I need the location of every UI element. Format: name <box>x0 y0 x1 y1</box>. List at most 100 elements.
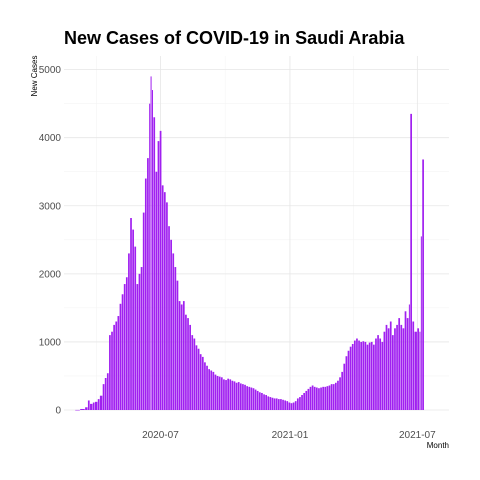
bar <box>263 394 265 410</box>
bar <box>273 398 276 410</box>
bar <box>252 388 255 410</box>
bar <box>121 294 124 410</box>
bar <box>254 389 257 410</box>
bar <box>189 324 191 410</box>
bar <box>318 388 320 410</box>
bar <box>231 380 234 410</box>
bar <box>132 229 134 410</box>
bar <box>140 267 143 410</box>
bar <box>229 379 232 410</box>
bar <box>216 375 219 410</box>
bar <box>408 304 410 410</box>
bar <box>280 399 282 410</box>
bar <box>326 386 329 410</box>
bar <box>345 356 348 410</box>
bar <box>97 399 100 410</box>
bar <box>163 192 166 410</box>
bar <box>80 408 85 410</box>
bar <box>180 304 183 410</box>
bar <box>362 341 365 410</box>
bar <box>199 354 202 410</box>
bar <box>377 335 379 410</box>
bar <box>275 398 278 410</box>
bar <box>128 253 130 410</box>
bar <box>404 311 407 410</box>
bar <box>394 328 396 410</box>
bar <box>117 316 120 410</box>
x-axis-label: Month <box>427 441 449 450</box>
bar <box>193 338 196 410</box>
bar <box>322 386 325 410</box>
bar <box>396 324 398 410</box>
bar <box>191 335 194 410</box>
y-tick-label: 5000 <box>39 65 62 76</box>
bar <box>134 246 137 410</box>
y-tick-label: 4000 <box>39 133 62 144</box>
bar <box>119 303 122 410</box>
bar <box>387 328 390 410</box>
bar <box>375 338 377 410</box>
bar <box>170 239 172 410</box>
bar <box>328 385 331 410</box>
y-axis-label: New Cases <box>30 56 39 97</box>
bar <box>248 386 251 410</box>
bar <box>149 103 151 411</box>
bar <box>256 390 259 410</box>
bar <box>187 318 189 410</box>
bar <box>225 380 227 410</box>
bar <box>155 171 158 410</box>
bar <box>218 376 221 410</box>
bar <box>239 383 242 410</box>
chart-title: New Cases of COVID-19 in Saudi Arabia <box>64 28 405 48</box>
bar <box>383 331 386 410</box>
bar <box>360 341 363 410</box>
bar <box>294 401 297 410</box>
bar <box>261 392 263 410</box>
bar <box>337 380 339 410</box>
bar <box>307 388 310 410</box>
bar <box>420 236 422 410</box>
bar <box>106 373 109 410</box>
bar <box>422 159 424 410</box>
bar <box>144 178 147 410</box>
bar <box>246 386 248 410</box>
bar <box>286 401 289 410</box>
bar <box>400 324 403 410</box>
bar <box>267 396 270 410</box>
bar <box>391 335 394 410</box>
bar <box>75 409 80 411</box>
bar <box>305 390 308 410</box>
bar <box>227 378 229 410</box>
bar <box>233 381 236 410</box>
bar <box>104 378 107 410</box>
bar <box>204 362 206 410</box>
bar <box>185 314 187 410</box>
bar <box>237 382 240 410</box>
bar <box>206 365 208 410</box>
bar <box>130 218 132 410</box>
bar <box>311 385 314 410</box>
bar <box>166 202 168 410</box>
bar <box>161 185 164 410</box>
bar <box>195 345 198 410</box>
bar <box>315 387 318 410</box>
y-tick-label: 3000 <box>39 201 62 212</box>
bar <box>417 328 420 410</box>
bar <box>90 403 93 410</box>
bar <box>168 226 170 410</box>
bar <box>402 328 405 410</box>
bar <box>406 318 409 410</box>
bar <box>258 392 261 410</box>
bar <box>381 341 384 410</box>
bar <box>389 321 392 410</box>
bar <box>372 344 375 410</box>
y-tick-label: 0 <box>55 406 61 417</box>
bar <box>159 130 162 410</box>
bar <box>320 387 322 410</box>
bar <box>339 377 341 410</box>
bar <box>347 350 350 410</box>
y-axis-ticks: 0 1000 2000 3000 4000 5000 <box>39 65 62 416</box>
x-tick-label: 2020-07 <box>142 430 179 441</box>
bar <box>349 346 352 410</box>
